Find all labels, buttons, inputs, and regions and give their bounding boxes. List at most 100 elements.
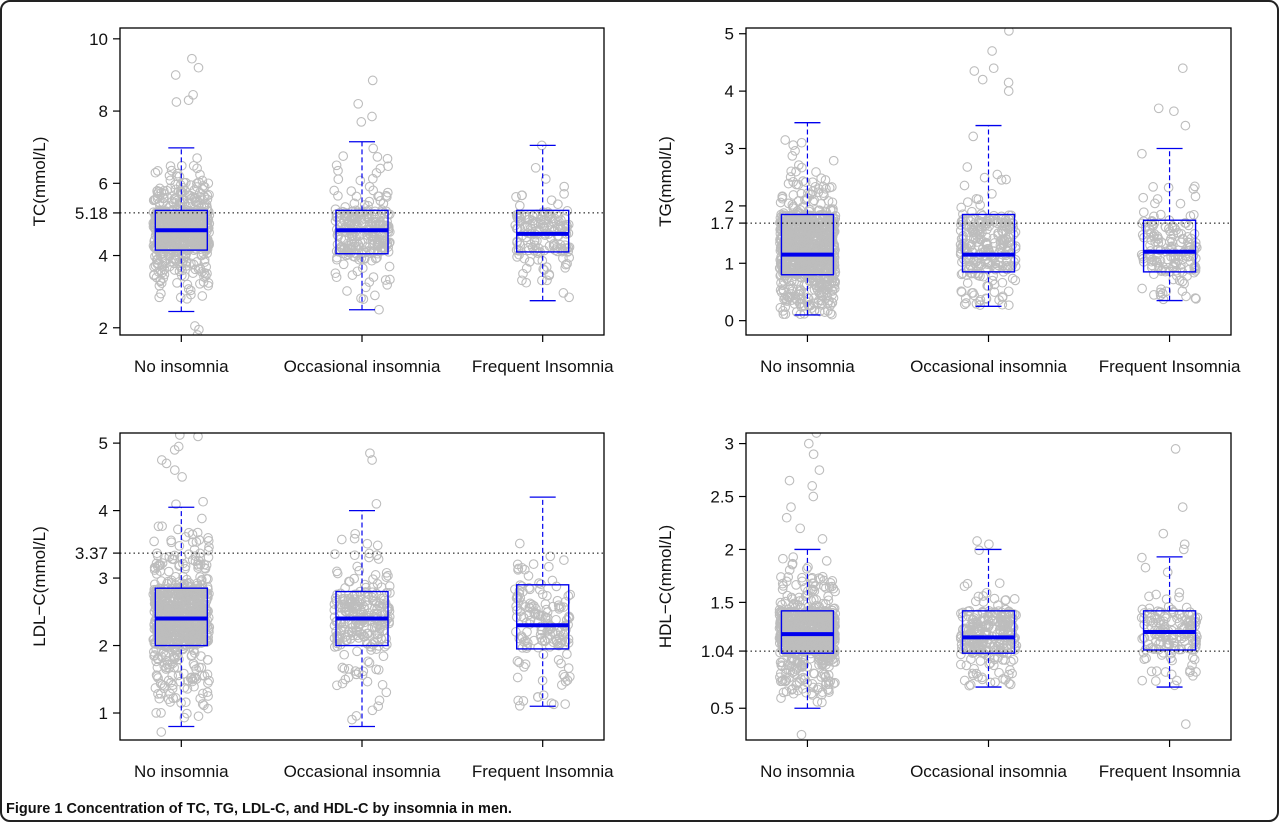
data-point — [1188, 209, 1199, 220]
outlier-point — [1180, 120, 1191, 131]
data-point — [562, 221, 573, 232]
data-point — [1137, 283, 1147, 294]
data-point — [189, 660, 200, 671]
box-occasional-insomnia — [961, 124, 1016, 307]
data-point — [537, 635, 548, 646]
data-point — [522, 638, 533, 648]
data-point — [1003, 286, 1014, 297]
data-point — [553, 638, 563, 649]
data-point — [373, 554, 384, 564]
data-point — [788, 552, 799, 562]
data-point — [802, 677, 812, 688]
data-point — [511, 192, 521, 202]
y-tick-label: 3 — [725, 140, 734, 159]
data-point — [825, 308, 836, 319]
data-point — [344, 605, 355, 616]
data-point — [980, 237, 991, 248]
data-point — [157, 267, 168, 278]
data-point — [357, 599, 367, 610]
data-point — [169, 642, 180, 653]
data-point — [362, 628, 372, 639]
data-point — [565, 589, 576, 600]
outlier-point — [987, 46, 997, 56]
data-point — [560, 699, 571, 709]
data-point — [540, 174, 551, 184]
data-point — [364, 657, 375, 668]
data-point — [983, 615, 994, 626]
data-point — [196, 208, 207, 219]
data-point — [512, 672, 523, 683]
data-point — [971, 640, 982, 651]
data-point — [355, 175, 366, 186]
data-point — [995, 235, 1006, 246]
outlier-point — [786, 502, 796, 512]
data-point — [807, 256, 818, 267]
data-point — [802, 661, 813, 672]
data-point — [167, 593, 177, 604]
data-point — [956, 243, 966, 254]
data-point — [178, 571, 188, 582]
data-point — [367, 705, 378, 716]
data-point — [960, 293, 971, 304]
data-point — [551, 636, 562, 647]
data-point — [799, 308, 810, 319]
data-point — [1144, 608, 1155, 618]
data-point — [796, 230, 806, 241]
data-point — [354, 254, 364, 265]
data-point — [194, 177, 204, 188]
data-point — [173, 588, 183, 599]
data-point — [363, 656, 373, 667]
data-point — [519, 662, 529, 672]
data-point — [199, 272, 209, 282]
data-point — [811, 267, 822, 278]
data-point — [381, 687, 392, 698]
data-point — [973, 625, 984, 636]
data-point — [808, 682, 819, 693]
data-point — [788, 140, 799, 150]
data-point — [197, 291, 208, 301]
data-point — [810, 642, 821, 653]
data-point — [175, 676, 186, 687]
data-point — [1000, 595, 1011, 605]
data-point — [558, 602, 569, 612]
data-point — [358, 294, 369, 304]
data-point — [785, 666, 796, 676]
outlier-point — [193, 433, 203, 442]
data-point — [203, 178, 214, 189]
data-point — [791, 580, 801, 590]
data-point — [164, 170, 175, 181]
data-point — [821, 607, 831, 618]
data-point — [1007, 620, 1017, 631]
data-point — [807, 234, 818, 244]
data-point — [966, 654, 976, 665]
data-point — [963, 263, 974, 274]
data-point — [166, 165, 177, 176]
data-point — [1144, 224, 1155, 235]
y-tick-label: 1 — [99, 704, 108, 723]
data-point — [528, 559, 539, 569]
data-point — [564, 292, 574, 303]
data-point — [191, 603, 202, 614]
data-point — [1146, 666, 1157, 677]
data-point — [158, 629, 168, 639]
y-tick-label: 1.7 — [710, 214, 734, 233]
data-point — [527, 599, 537, 610]
data-point — [778, 268, 788, 279]
data-point — [542, 275, 552, 286]
data-point — [193, 563, 203, 573]
data-point — [1149, 218, 1160, 229]
data-point — [163, 216, 174, 227]
data-point — [167, 553, 178, 564]
data-point — [786, 684, 797, 695]
data-point — [331, 160, 342, 171]
data-point — [336, 233, 347, 244]
data-point — [178, 207, 189, 218]
data-point — [775, 676, 786, 687]
data-point — [1166, 233, 1176, 244]
data-point — [974, 545, 984, 556]
data-point — [1176, 237, 1186, 248]
data-point — [192, 178, 202, 189]
data-point — [201, 634, 211, 645]
data-point — [154, 280, 165, 291]
data-point — [801, 621, 812, 632]
